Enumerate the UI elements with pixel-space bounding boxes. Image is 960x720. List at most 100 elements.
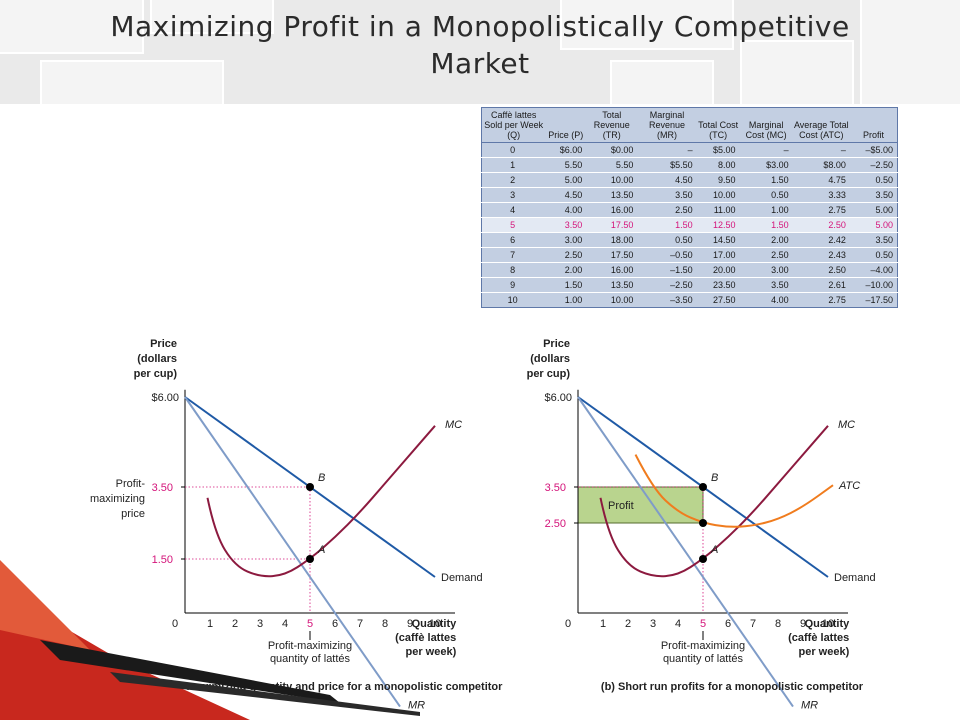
table-cell: 3.50 bbox=[849, 232, 898, 248]
table-cell: 3.50 bbox=[849, 187, 898, 203]
table-cell: 17.50 bbox=[586, 217, 638, 233]
table-cell: 2 bbox=[481, 172, 546, 188]
table-cell: –17.50 bbox=[849, 292, 898, 308]
table-header-row: Caffè lattes Sold per Week (Q) Price (P)… bbox=[481, 107, 898, 143]
table-cell: 16.00 bbox=[586, 202, 638, 218]
table-cell: 2.61 bbox=[792, 277, 850, 293]
table-cell: 4 bbox=[481, 202, 546, 218]
table-cell: 2.75 bbox=[792, 202, 850, 218]
data-point bbox=[699, 555, 707, 563]
y-side-label: price bbox=[121, 508, 145, 520]
cost-revenue-table: Caffè lattes Sold per Week (Q) Price (P)… bbox=[481, 107, 898, 308]
table-cell: 2.00 bbox=[739, 232, 793, 248]
profit-area-label: Profit bbox=[608, 500, 634, 512]
x-tick-label: 0 bbox=[172, 618, 178, 630]
table-row: 9 1.50 13.50 –2.50 23.50 3.50 2.61 –10.00 bbox=[481, 277, 898, 293]
table-row: 3 4.50 13.50 3.50 10.00 0.50 3.33 3.50 bbox=[481, 187, 898, 203]
table-cell: 10.00 bbox=[586, 292, 638, 308]
chart-caption: (b) Short run profits for a monopolistic… bbox=[601, 681, 864, 693]
table-cell: 4.00 bbox=[545, 202, 587, 218]
table-cell: 3.50 bbox=[637, 187, 697, 203]
series-mr-line bbox=[184, 396, 401, 708]
x-annotation: quantity of lattés bbox=[663, 653, 744, 665]
table-cell: 6 bbox=[481, 232, 546, 248]
y-tick-label: $6.00 bbox=[151, 392, 179, 404]
table-cell: 1.50 bbox=[637, 217, 697, 233]
x-tick-label: 4 bbox=[675, 618, 681, 630]
table-cell: 23.50 bbox=[696, 277, 740, 293]
table-cell: 16.00 bbox=[586, 262, 638, 278]
y-tick-label: 1.50 bbox=[152, 554, 173, 566]
table-cell: 1.50 bbox=[739, 172, 793, 188]
table-cell: 4.50 bbox=[545, 187, 587, 203]
table-cell: $6.00 bbox=[545, 142, 587, 158]
table-cell: – bbox=[792, 142, 850, 158]
table-row: 1 5.50 5.50 $5.50 8.00 $3.00 $8.00 –2.50 bbox=[481, 157, 898, 173]
table-cell: 3.33 bbox=[792, 187, 850, 203]
table-cell: 8.00 bbox=[696, 157, 740, 173]
y-tick-label: 3.50 bbox=[545, 482, 566, 494]
table-cell: 17.50 bbox=[586, 247, 638, 263]
x-tick-label: 6 bbox=[725, 618, 731, 630]
series-label: MC bbox=[838, 419, 855, 431]
table-cell: 10 bbox=[481, 292, 546, 308]
table-cell: 2.50 bbox=[637, 202, 697, 218]
x-axis-label: per week) bbox=[799, 646, 850, 658]
table-cell: –0.50 bbox=[637, 247, 697, 263]
table-cell: 1.00 bbox=[545, 292, 587, 308]
table-cell: 2.42 bbox=[792, 232, 850, 248]
table-cell: 1.00 bbox=[739, 202, 793, 218]
x-tick-label: 0 bbox=[565, 618, 571, 630]
table-cell: $5.50 bbox=[637, 157, 697, 173]
table-cell: 2.50 bbox=[792, 217, 850, 233]
table-cell: 0.50 bbox=[739, 187, 793, 203]
series-label: MR bbox=[408, 700, 425, 712]
table-cell: 17.00 bbox=[696, 247, 740, 263]
data-point bbox=[699, 483, 707, 491]
y-tick-label: 3.50 bbox=[152, 482, 173, 494]
col-header-quantity: Caffè lattes Sold per Week (Q) bbox=[481, 107, 546, 143]
y-axis-label: Price bbox=[543, 338, 570, 350]
swoosh-black-stroke-2 bbox=[110, 672, 420, 716]
x-tick-label: 3 bbox=[257, 618, 263, 630]
y-side-label: maximizing bbox=[90, 493, 145, 505]
table-cell: 2.50 bbox=[792, 262, 850, 278]
table-cell: 5.00 bbox=[545, 172, 587, 188]
table-row: 6 3.00 18.00 0.50 14.50 2.00 2.42 3.50 bbox=[481, 232, 898, 248]
table-cell: 9.50 bbox=[696, 172, 740, 188]
table-cell: 0 bbox=[481, 142, 546, 158]
table-cell: –2.50 bbox=[637, 277, 697, 293]
x-tick-label: 10 bbox=[429, 618, 441, 630]
y-axis-label: Price bbox=[150, 338, 177, 350]
col-header-total-revenue: Total Revenue (TR) bbox=[586, 107, 638, 143]
series-label: ATC bbox=[838, 480, 860, 492]
series-mr-line bbox=[577, 396, 794, 708]
table-row: 7 2.50 17.50 –0.50 17.00 2.50 2.43 0.50 bbox=[481, 247, 898, 263]
table-row: 5 3.50 17.50 1.50 12.50 1.50 2.50 5.00 bbox=[481, 217, 898, 233]
x-tick-label: 9 bbox=[800, 618, 806, 630]
table-cell: 3 bbox=[481, 187, 546, 203]
x-tick-label: 9 bbox=[407, 618, 413, 630]
point-label: B bbox=[318, 472, 325, 484]
table-cell: 0.50 bbox=[849, 247, 898, 263]
table-cell: 2.50 bbox=[739, 247, 793, 263]
x-tick-label: 5 bbox=[307, 618, 313, 630]
table-cell: 12.50 bbox=[696, 217, 740, 233]
table-cell: 18.00 bbox=[586, 232, 638, 248]
table-cell: –1.50 bbox=[637, 262, 697, 278]
col-header-profit: Profit bbox=[849, 107, 898, 143]
table-cell: 5.00 bbox=[849, 217, 898, 233]
y-axis-label: (dollars bbox=[530, 353, 570, 365]
table-cell: 27.50 bbox=[696, 292, 740, 308]
table-cell: 4.50 bbox=[637, 172, 697, 188]
table-cell: 5.50 bbox=[545, 157, 587, 173]
table-cell: $8.00 bbox=[792, 157, 850, 173]
table-cell: 5.00 bbox=[849, 202, 898, 218]
table-cell: 10.00 bbox=[696, 187, 740, 203]
table-cell: 0.50 bbox=[849, 172, 898, 188]
y-axis-label: per cup) bbox=[527, 368, 571, 380]
series-label: MR bbox=[801, 700, 818, 712]
point-label: A bbox=[317, 544, 325, 556]
